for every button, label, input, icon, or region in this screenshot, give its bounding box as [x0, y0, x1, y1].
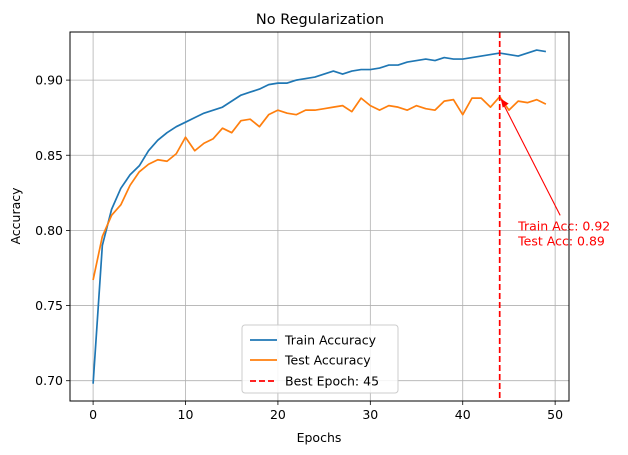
y-tick-label: 0.85 — [35, 148, 63, 163]
y-tick-label: 0.90 — [35, 73, 63, 88]
x-tick-label: 20 — [270, 407, 286, 422]
legend: Train Accuracy Test Accuracy Best Epoch:… — [241, 324, 399, 394]
y-axis-ticks: 0.70 0.75 0.80 0.85 0.90 — [35, 73, 70, 388]
y-tick-label: 0.70 — [35, 373, 63, 388]
x-axis-label: Epochs — [297, 430, 342, 445]
x-tick-label: 0 — [89, 407, 97, 422]
annotation-arrow-line — [503, 104, 561, 216]
annotation-train-acc: Train Acc: 0.92 — [517, 218, 610, 233]
x-tick-label: 40 — [455, 407, 471, 422]
annotation-test-acc: Test Acc: 0.89 — [517, 233, 605, 248]
legend-box — [241, 324, 399, 394]
x-tick-label: 10 — [178, 407, 194, 422]
plot-frame — [69, 31, 570, 402]
test-accuracy-line — [92, 95, 547, 281]
legend-label-best-epoch: Best Epoch: 45 — [285, 374, 379, 389]
y-tick-label: 0.75 — [35, 298, 63, 313]
x-tick-label: 30 — [362, 407, 378, 422]
series-lines — [92, 49, 547, 384]
legend-label-train: Train Accuracy — [284, 333, 377, 348]
y-axis-label: Accuracy — [8, 187, 23, 245]
x-axis-ticks: 0 10 20 30 40 50 — [89, 401, 563, 422]
x-tick-label: 50 — [547, 407, 563, 422]
y-tick-label: 0.80 — [35, 223, 63, 238]
train-accuracy-line — [92, 49, 547, 384]
legend-label-test: Test Accuracy — [284, 353, 371, 368]
annotation-arrow-head — [500, 98, 509, 108]
chart-title: No Regularization — [256, 12, 384, 28]
